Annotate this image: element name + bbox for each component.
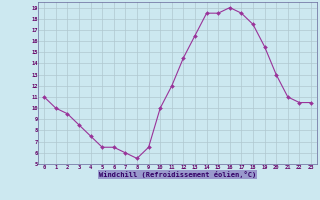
X-axis label: Windchill (Refroidissement éolien,°C): Windchill (Refroidissement éolien,°C) <box>99 171 256 178</box>
